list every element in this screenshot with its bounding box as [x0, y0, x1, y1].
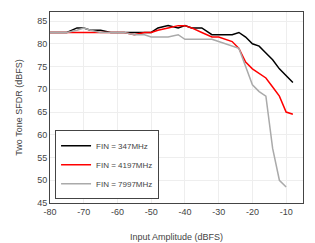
svg-text:60: 60 [37, 130, 47, 140]
svg-text:-80: -80 [43, 207, 56, 217]
svg-text:-60: -60 [111, 207, 124, 217]
svg-text:50: 50 [37, 175, 47, 185]
svg-text:Input Amplitude (dBFS): Input Amplitude (dBFS) [130, 232, 223, 242]
svg-text:-20: -20 [246, 207, 259, 217]
svg-text:FIN = 4197MHz: FIN = 4197MHz [96, 161, 152, 170]
svg-text:-10: -10 [280, 207, 293, 217]
svg-text:-50: -50 [145, 207, 158, 217]
svg-text:45: 45 [37, 198, 47, 208]
svg-text:75: 75 [37, 62, 47, 72]
svg-text:FIN = 7997MHz: FIN = 7997MHz [96, 180, 152, 189]
svg-text:-30: -30 [212, 207, 225, 217]
svg-text:55: 55 [37, 153, 47, 163]
svg-text:-70: -70 [77, 207, 90, 217]
svg-text:80: 80 [37, 39, 47, 49]
svg-text:FIN = 347MHz: FIN = 347MHz [96, 142, 148, 151]
svg-text:Two Tone SFDR (dBFS): Two Tone SFDR (dBFS) [14, 59, 24, 155]
svg-text:85: 85 [37, 16, 47, 26]
svg-text:65: 65 [37, 107, 47, 117]
svg-text:70: 70 [37, 84, 47, 94]
svg-text:-40: -40 [178, 207, 191, 217]
